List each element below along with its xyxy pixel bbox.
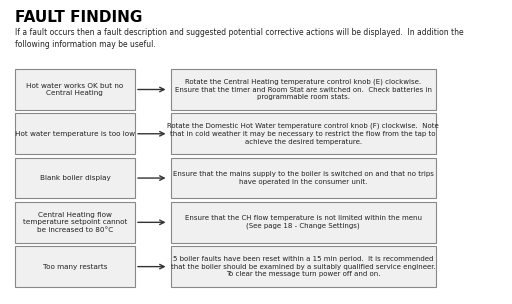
- Text: Hot water temperature is too low: Hot water temperature is too low: [15, 131, 135, 137]
- FancyBboxPatch shape: [15, 246, 135, 287]
- FancyBboxPatch shape: [170, 69, 436, 110]
- FancyBboxPatch shape: [170, 158, 436, 199]
- Text: If a fault occurs then a fault description and suggested potential corrective ac: If a fault occurs then a fault descripti…: [15, 29, 463, 49]
- Text: FAULT FINDING: FAULT FINDING: [15, 10, 142, 26]
- FancyBboxPatch shape: [15, 113, 135, 154]
- Text: Blank boiler display: Blank boiler display: [39, 175, 110, 181]
- Text: Too many restarts: Too many restarts: [42, 264, 107, 270]
- Text: Rotate the Domestic Hot Water temperature control knob (F) clockwise.  Note
that: Rotate the Domestic Hot Water temperatur…: [167, 123, 439, 145]
- Text: Ensure that the mains supply to the boiler is switched on and that no trips
have: Ensure that the mains supply to the boil…: [173, 171, 434, 185]
- FancyBboxPatch shape: [15, 158, 135, 199]
- Text: Central Heating flow
temperature setpoint cannot
be increased to 80°C: Central Heating flow temperature setpoin…: [23, 212, 127, 233]
- FancyBboxPatch shape: [170, 202, 436, 243]
- Text: 5 boiler faults have been reset within a 15 min period.  It is recommended
that : 5 boiler faults have been reset within a…: [171, 256, 436, 277]
- Text: Rotate the Central Heating temperature control knob (E) clockwise.
Ensure that t: Rotate the Central Heating temperature c…: [175, 78, 432, 101]
- Text: Ensure that the CH flow temperature is not limited within the menu
(See page 18 : Ensure that the CH flow temperature is n…: [185, 215, 422, 230]
- FancyBboxPatch shape: [15, 202, 135, 243]
- FancyBboxPatch shape: [15, 69, 135, 110]
- FancyBboxPatch shape: [170, 113, 436, 154]
- Text: Hot water works OK but no
Central Heating: Hot water works OK but no Central Heatin…: [26, 83, 123, 96]
- FancyBboxPatch shape: [170, 246, 436, 287]
